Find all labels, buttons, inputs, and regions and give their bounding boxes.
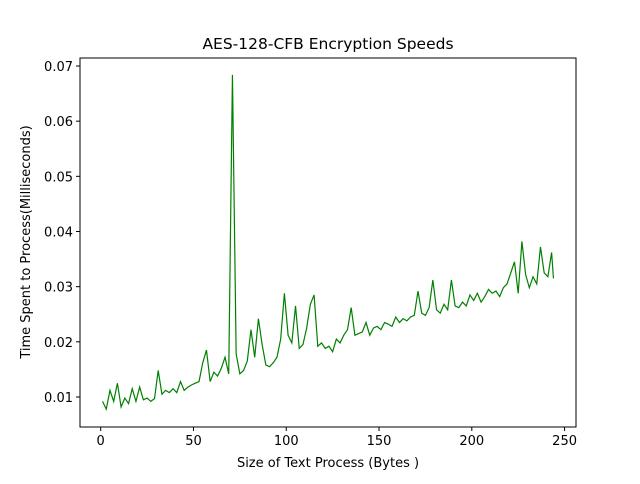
y-tick-label: 0.05 (44, 170, 73, 185)
y-tick-label: 0.03 (44, 281, 73, 296)
chart-title: AES-128-CFB Encryption Speeds (202, 35, 453, 53)
y-tick-label: 0.02 (44, 336, 73, 351)
x-tick-label: 150 (367, 434, 392, 449)
x-axis-label: Size of Text Process (Bytes ) (237, 456, 419, 471)
data-line (102, 74, 555, 412)
y-tick-label: 0.07 (44, 60, 73, 75)
plot-frame (79, 57, 577, 428)
x-tick-label: 0 (97, 434, 105, 449)
x-tick-label: 100 (274, 434, 299, 449)
y-tick-label: 0.04 (44, 225, 73, 240)
y-tick-label: 0.06 (44, 115, 73, 130)
y-axis-label: Time Spent to Process(Milliseconds) (19, 125, 34, 359)
x-tick-label: 200 (459, 434, 484, 449)
x-tick-label: 50 (185, 434, 202, 449)
y-tick-label: 0.01 (44, 391, 73, 406)
x-tick-label: 250 (552, 434, 577, 449)
